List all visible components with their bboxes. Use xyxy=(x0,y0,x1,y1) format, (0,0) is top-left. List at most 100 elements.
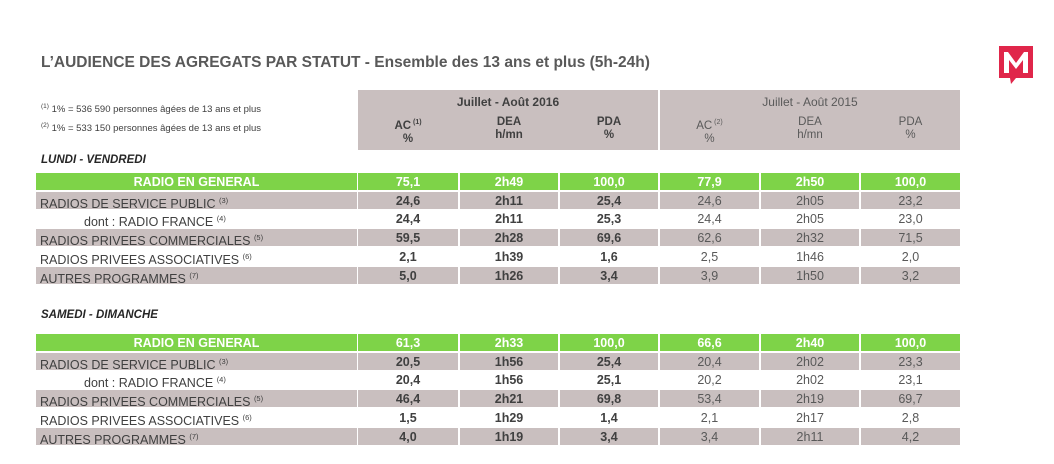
cell-value: 3,9 xyxy=(660,266,759,284)
column-header-2016-ac: AC (1)% xyxy=(394,119,422,145)
cell-value: 1h19 xyxy=(460,427,558,445)
cell-value: 2h05 xyxy=(796,212,824,227)
table-row-total: RADIO EN GENERAL 61,3 2h33 100,0 66,6 2h40 100… xyxy=(36,334,960,351)
table-row: RADIOS DE SERVICE PUBLIC (3) 24,6 2h11 25,4… xyxy=(36,191,960,211)
cell-value: 20,5 xyxy=(358,352,458,370)
cell-value: 2h28 xyxy=(460,229,558,247)
table-row: dont : RADIO FRANCE (4) 24,4 2h11 25,3 24,4 2… xyxy=(36,210,960,230)
cell-value: 23,0 xyxy=(898,212,923,227)
row-label: dont : RADIO FRANCE (4) xyxy=(84,214,226,230)
row-label: RADIOS PRIVEES COMMERCIALES (5) xyxy=(36,229,357,248)
page-title: L’AUDIENCE DES AGREGATS PAR STATUT - Ens… xyxy=(41,54,650,72)
table-row: RADIOS PRIVEES ASSOCIATIVES (6) 2,1 1h39 1,… xyxy=(36,248,960,267)
table-row: RADIOS PRIVEES COMMERCIALES (5) 46,4 2h21 6… xyxy=(36,390,960,409)
cell-value: 71,5 xyxy=(861,229,960,247)
cell-value: 100,0 xyxy=(560,334,658,351)
cell-value: 2h40 xyxy=(761,334,859,351)
column-header-2015-ac: AC (2)% xyxy=(696,119,723,145)
table-row: dont : RADIO FRANCE (4) 20,4 1h56 25,1 20,2 2… xyxy=(36,371,960,391)
cell-value: 46,4 xyxy=(358,390,458,408)
column-header-2015-pda: PDA% xyxy=(898,116,923,141)
cell-value: 2h32 xyxy=(761,229,859,247)
cell-value: 24,6 xyxy=(358,191,458,209)
cell-value: 23,2 xyxy=(861,191,960,209)
cell-value: 69,7 xyxy=(861,390,960,408)
cell-value: 3,4 xyxy=(560,427,658,445)
cell-value: 25,4 xyxy=(560,352,658,370)
cell-value: 23,1 xyxy=(898,373,923,388)
title-main: L’AUDIENCE DES AGREGATS PAR STATUT xyxy=(41,54,361,71)
row-label: RADIOS DE SERVICE PUBLIC (3) xyxy=(36,352,357,372)
cell-value: 23,3 xyxy=(861,352,960,370)
cell-value: 53,4 xyxy=(660,390,759,408)
cell-value: 1h39 xyxy=(494,249,524,264)
cell-value: 1h56 xyxy=(460,352,558,370)
cell-value: 2,8 xyxy=(901,410,920,425)
cell-value: 3,4 xyxy=(560,266,658,284)
cell-value: 2h33 xyxy=(460,334,558,351)
cell-value: 2h11 xyxy=(495,212,523,227)
cell-value: 2h21 xyxy=(460,390,558,408)
cell-value: 1h29 xyxy=(494,410,524,425)
cell-value: 100,0 xyxy=(861,173,960,190)
cell-value: 2h49 xyxy=(460,173,558,190)
row-label: RADIO EN GENERAL xyxy=(36,334,357,351)
cell-value: 75,1 xyxy=(358,173,458,190)
cell-value: 20,2 xyxy=(697,373,722,388)
column-header-2015-dea: DEA h/mn xyxy=(797,116,823,141)
row-label: RADIOS PRIVEES ASSOCIATIVES (6) xyxy=(40,412,252,428)
header-2016-bg xyxy=(358,90,658,150)
footnote-2: (2) 1% = 533 150 personnes âgées de 13 a… xyxy=(41,122,262,135)
cell-value: 2h11 xyxy=(460,191,558,209)
row-label: RADIOS PRIVEES COMMERCIALES (5) xyxy=(36,390,357,409)
cell-value: 2h11 xyxy=(761,427,859,445)
cell-value: 1h56 xyxy=(494,373,524,388)
cell-value: 66,6 xyxy=(660,334,759,351)
table-row: RADIOS PRIVEES COMMERCIALES (5) 59,5 2h28 6… xyxy=(36,229,960,248)
cell-value: 1,6 xyxy=(600,249,618,264)
row-label: AUTRES PROGRAMMES (7) xyxy=(36,266,357,286)
cell-value: 2,1 xyxy=(700,410,719,425)
cell-value: 1,4 xyxy=(600,410,618,425)
cell-value: 2,5 xyxy=(700,249,719,264)
cell-value: 24,4 xyxy=(697,212,722,227)
cell-value: 25,4 xyxy=(560,191,658,209)
row-label: AUTRES PROGRAMMES (7) xyxy=(36,427,357,447)
cell-value: 5,0 xyxy=(358,266,458,284)
cell-value: 69,8 xyxy=(560,390,658,408)
footnotes: (1) 1% = 536 590 personnes âgées de 13 a… xyxy=(41,99,261,137)
cell-value: 100,0 xyxy=(560,173,658,190)
cell-value: 2h19 xyxy=(761,390,859,408)
period-2016: Juillet - Août 2016 xyxy=(456,95,560,109)
cell-value: 1h26 xyxy=(460,266,558,284)
cell-value: 61,3 xyxy=(358,334,458,351)
cell-value: 24,6 xyxy=(660,191,759,209)
table-row-total: RADIO EN GENERAL 75,1 2h49 100,0 77,9 2h50 100… xyxy=(36,173,960,190)
cell-value: 4,2 xyxy=(861,427,960,445)
title-sub: - Ensemble des 13 ans et plus (5h-24h) xyxy=(360,54,650,71)
cell-value: 20,4 xyxy=(660,352,759,370)
cell-value: 25,1 xyxy=(596,373,622,388)
cell-value: 69,6 xyxy=(560,229,658,247)
cell-value: 100,0 xyxy=(861,334,960,351)
period-2015: Juillet - Août 2015 xyxy=(762,95,858,109)
cell-value: 4,0 xyxy=(358,427,458,445)
cell-value: 25,3 xyxy=(596,212,622,227)
cell-value: 2,1 xyxy=(399,249,417,264)
cell-value: 2,0 xyxy=(901,249,920,264)
cell-value: 3,4 xyxy=(660,427,759,445)
cell-value: 20,4 xyxy=(395,373,421,388)
column-header-2016-pda: PDA% xyxy=(596,116,622,141)
cell-value: 1,5 xyxy=(399,410,417,425)
cell-value: 59,5 xyxy=(358,229,458,247)
table-row: AUTRES PROGRAMMES (7) 5,0 1h26 3,4 3,9 1h50 3,… xyxy=(36,266,960,286)
section-title: LUNDI - VENDREDI xyxy=(41,154,146,166)
row-label: RADIOS PRIVEES ASSOCIATIVES (6) xyxy=(40,251,252,267)
cell-value: 2h02 xyxy=(796,373,824,388)
cell-value: 1h46 xyxy=(796,249,824,264)
cell-value: 2h50 xyxy=(761,173,859,190)
row-label: dont : RADIO FRANCE (4) xyxy=(84,375,226,391)
cell-value: 2h02 xyxy=(761,352,859,370)
cell-value: 2h17 xyxy=(796,410,824,425)
footnote-1: (1) 1% = 536 590 personnes âgées de 13 a… xyxy=(41,103,262,116)
